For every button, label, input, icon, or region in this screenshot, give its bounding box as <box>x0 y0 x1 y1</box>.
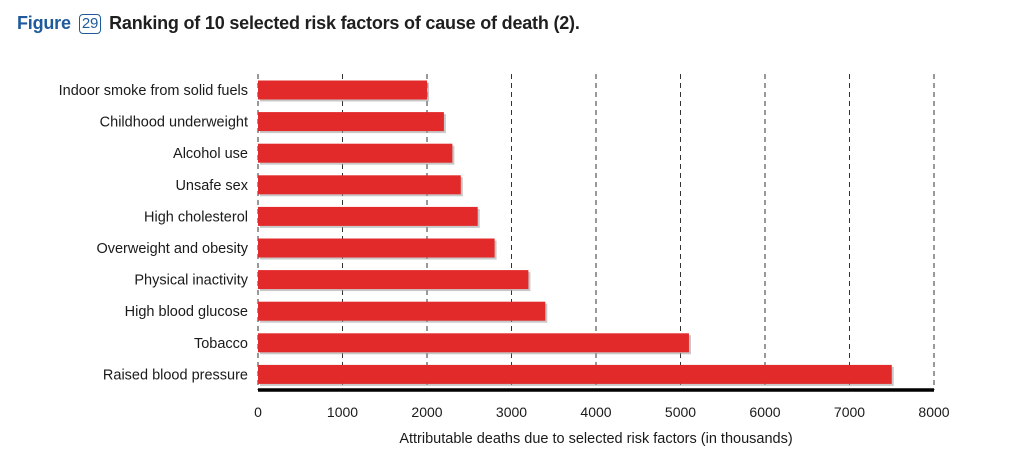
bar <box>258 175 461 195</box>
category-label: Physical inactivity <box>134 273 248 289</box>
tick-label: 2000 <box>411 404 442 420</box>
bar <box>258 270 529 290</box>
category-label: Overweight and obesity <box>96 241 248 257</box>
figure-title: Ranking of 10 selected risk factors of c… <box>109 13 580 33</box>
category-label: Unsafe sex <box>175 178 248 194</box>
bar <box>258 143 453 163</box>
bar <box>258 238 495 258</box>
tick-label: 7000 <box>834 404 865 420</box>
bar <box>258 206 478 226</box>
category-label: Tobacco <box>194 336 248 352</box>
tick-label: 6000 <box>749 404 780 420</box>
figure-header: Figure 29 Ranking of 10 selected risk fa… <box>17 13 580 34</box>
category-label: Indoor smoke from solid fuels <box>59 83 248 99</box>
x-axis-title: Attributable deaths due to selected risk… <box>399 431 792 447</box>
bar <box>258 364 892 384</box>
bar <box>258 301 546 321</box>
bar <box>258 80 427 100</box>
figure-number: 29 <box>78 13 102 34</box>
bar <box>258 112 444 132</box>
tick-label: 4000 <box>580 404 611 420</box>
tick-label: 5000 <box>665 404 696 420</box>
tick-label: 0 <box>254 404 262 420</box>
bar <box>258 333 689 353</box>
tick-label: 1000 <box>327 404 358 420</box>
figure-label: Figure <box>17 13 71 33</box>
tick-label: 3000 <box>496 404 527 420</box>
category-label: Alcohol use <box>173 146 248 162</box>
category-label: Raised blood pressure <box>103 367 248 383</box>
category-label: High cholesterol <box>144 209 248 225</box>
category-label: Childhood underweight <box>100 115 248 131</box>
tick-label: 8000 <box>918 404 949 420</box>
category-label: High blood glucose <box>125 304 248 320</box>
